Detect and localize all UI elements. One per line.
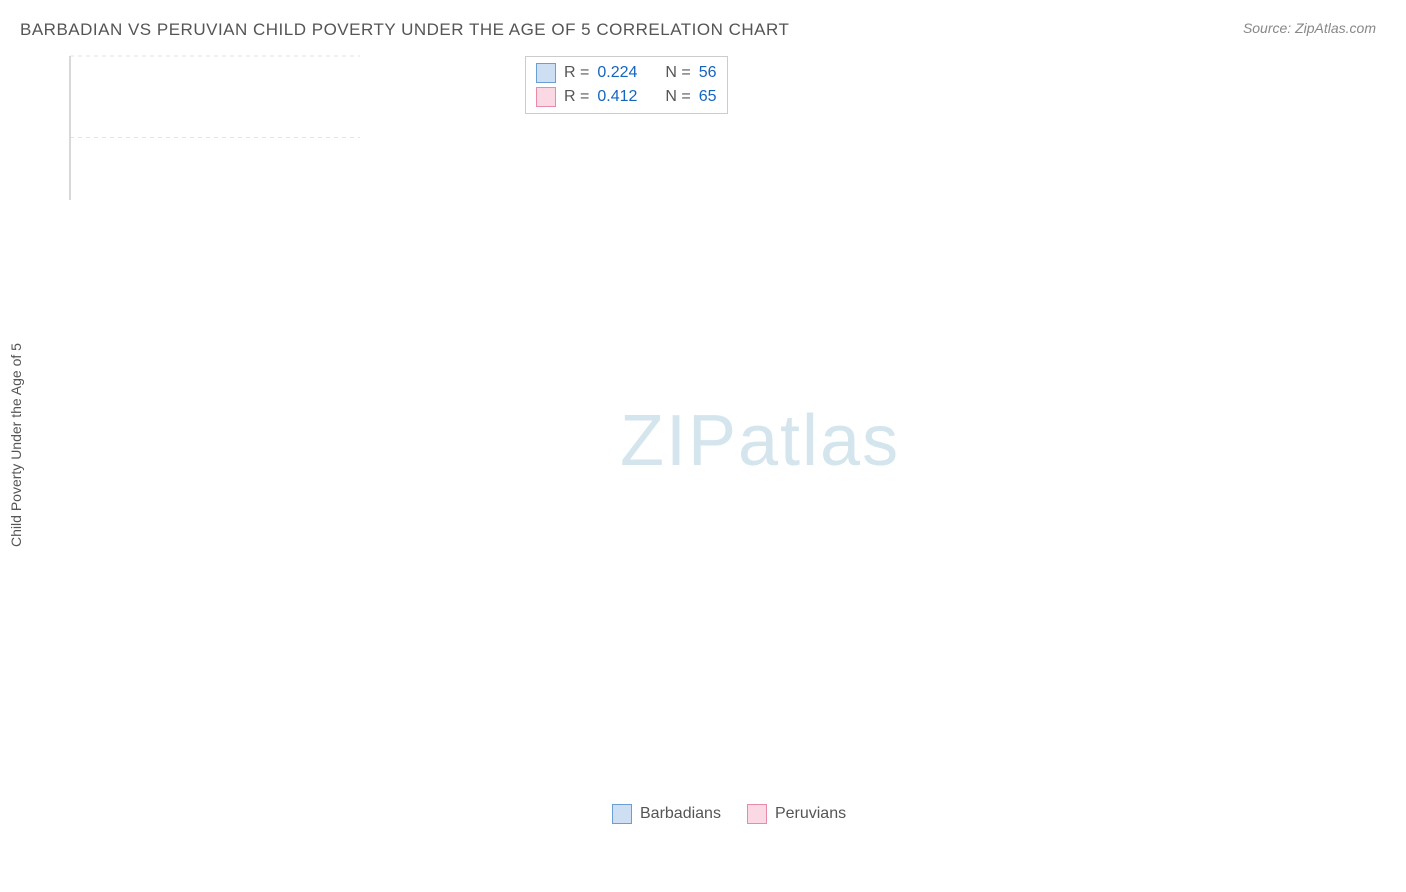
legend-label-peruvian: Peruvians <box>775 805 846 823</box>
source: Source: ZipAtlas.com <box>1243 20 1376 36</box>
legend-swatch-peruvian <box>536 87 556 107</box>
label-r: R = <box>564 88 589 106</box>
stats-row: R = 0.224 N = 56 <box>536 61 717 85</box>
legend-item-barbadian: Barbadians <box>612 804 721 824</box>
value-n-peruvian: 65 <box>699 88 717 106</box>
label-r: R = <box>564 64 589 82</box>
legend-item-peruvian: Peruvians <box>747 804 846 824</box>
value-r-barbadian: 0.224 <box>597 64 637 82</box>
y-axis-label: Child Poverty Under the Age of 5 <box>8 343 24 547</box>
source-prefix: Source: <box>1243 20 1295 36</box>
watermark: ZIPatlas <box>620 400 900 482</box>
value-r-peruvian: 0.412 <box>597 88 637 106</box>
scatter-plot: 20.0%40.0%60.0%80.0%0.0%30.0% <box>60 50 360 200</box>
legend-label-barbadian: Barbadians <box>640 805 721 823</box>
label-n: N = <box>665 64 690 82</box>
legend-swatch-peruvian <box>747 804 767 824</box>
chart-title: BARBADIAN VS PERUVIAN CHILD POVERTY UNDE… <box>20 20 789 40</box>
stats-row: R = 0.412 N = 65 <box>536 85 717 109</box>
value-n-barbadian: 56 <box>699 64 717 82</box>
bottom-legend: Barbadians Peruvians <box>612 804 846 824</box>
source-link[interactable]: ZipAtlas.com <box>1295 20 1376 36</box>
stats-box: R = 0.224 N = 56 R = 0.412 N = 65 <box>525 56 728 114</box>
legend-swatch-barbadian <box>536 63 556 83</box>
label-n: N = <box>665 88 690 106</box>
legend-swatch-barbadian <box>612 804 632 824</box>
